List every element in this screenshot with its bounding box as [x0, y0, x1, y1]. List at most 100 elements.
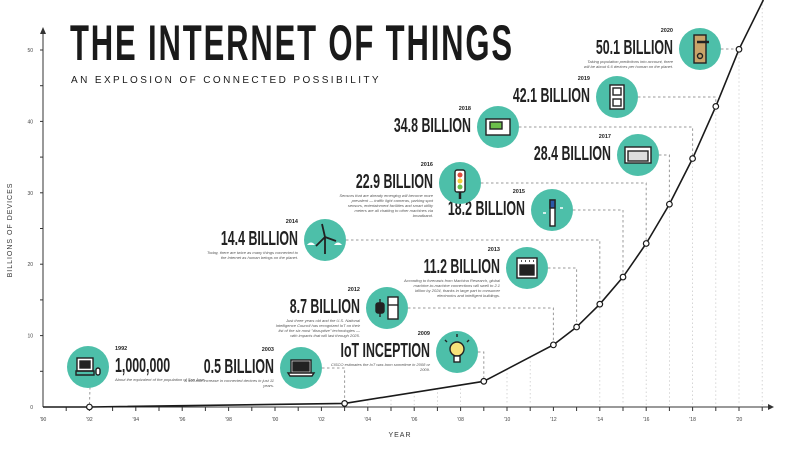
- x-tick-label: '06: [411, 417, 418, 423]
- connector-line: [638, 96, 717, 107]
- lightbulb-icon: [444, 334, 470, 363]
- lightbulb-icon-part: [453, 355, 461, 363]
- annotation-2018: 2018 34.8 BILLION: [394, 106, 519, 148]
- data-line: [42, 0, 765, 408]
- x-tick-label: '98: [225, 417, 232, 423]
- computer-icon-part: [79, 360, 91, 369]
- y-tick-label: 20: [27, 262, 33, 268]
- lightbulb-icon-part: [444, 334, 470, 343]
- annotation-note: According to forecasts from Machina Rese…: [403, 278, 501, 298]
- note-line: machine-to-machine connections will swel…: [414, 283, 500, 288]
- note-line: meters are all chatting to other machine…: [355, 208, 434, 213]
- x-tick-label: '20: [736, 417, 743, 423]
- watch-fridge-icon-part: [387, 296, 399, 320]
- annotation-note: Just three years old and the U.S. Nation…: [276, 318, 361, 338]
- annotation-year: 1992: [115, 346, 127, 352]
- page-subtitle: AN EXPLOSION OF CONNECTED POSSIBILITY: [71, 75, 381, 86]
- y-tick-label: 50: [27, 48, 33, 54]
- y-tick-label: 30: [27, 191, 33, 197]
- note-line: will be about 6.6 devices per human on t…: [584, 64, 673, 69]
- x-axis-arrow: [768, 404, 774, 410]
- computer-icon-part: [75, 370, 95, 376]
- connector-line: [481, 182, 647, 244]
- toothbrush-icon: [543, 199, 563, 227]
- watch-fridge-icon: [375, 296, 399, 320]
- annotation-note: A 499-fold increase in connected devices…: [183, 378, 274, 388]
- note-line: sensors, entertainment facilities and sm…: [348, 203, 434, 208]
- thermostat-icon: [485, 118, 511, 136]
- x-tick-label: '12: [550, 417, 557, 423]
- annotation-note: Today, there are twice as many things co…: [207, 250, 299, 260]
- annotation-year: 2018: [459, 106, 471, 112]
- note-line: years.: [262, 383, 274, 388]
- wind-turbine-icon-part: [307, 242, 342, 245]
- annotation-value: IoT INCEPTION: [341, 339, 430, 362]
- data-point: [712, 103, 720, 110]
- wind-turbine-icon-part: [315, 223, 337, 254]
- annotation-note: Sensors that are already emerging will b…: [339, 193, 434, 218]
- yellow-light: [457, 178, 463, 184]
- note-line: Today, there are twice as many things co…: [207, 250, 299, 255]
- annotation-2017: 2017 28.4 BILLION: [534, 134, 659, 176]
- power-outlet-icon: [609, 84, 625, 110]
- computer-icon: [75, 357, 101, 376]
- red-light: [457, 172, 463, 178]
- y-tick-label: 40: [27, 119, 33, 125]
- x-tick-label: '92: [86, 417, 93, 423]
- thermostat-icon-part: [489, 121, 503, 130]
- annotation-value: 42.1 BILLION: [513, 84, 590, 107]
- x-tick-label: '08: [457, 417, 464, 423]
- power-outlet-icon-part: [612, 98, 622, 107]
- note-line: prevalent — traffic light cameras, parki…: [351, 198, 434, 203]
- x-tick-label: '96: [179, 417, 186, 423]
- x-tick-label: '14: [597, 417, 604, 423]
- toothbrush-icon-part: [549, 199, 556, 209]
- note-line: A 499-fold increase in connected devices…: [183, 378, 274, 383]
- annotation-year: 2014: [286, 219, 299, 225]
- appliance-icon: [624, 146, 652, 164]
- power-outlet-icon-part: [612, 87, 622, 96]
- page-title: THE INTERNET OF THINGS: [70, 15, 514, 71]
- annotation-year: 2019: [578, 76, 590, 82]
- annotation-value: 1,000,000: [115, 354, 170, 377]
- note-line: broadband.: [413, 213, 433, 218]
- annotation-year: 2012: [348, 287, 360, 293]
- appliance-icon-part: [627, 150, 649, 162]
- annotation-value: 22.9 BILLION: [356, 170, 433, 193]
- x-tick-label: '90: [40, 417, 47, 423]
- data-point: [85, 403, 93, 411]
- oven-icon-part: [519, 264, 535, 276]
- annotation-2019: 2019 42.1 BILLION: [513, 76, 638, 118]
- oven-icon: [516, 257, 538, 279]
- x-tick-label: '18: [689, 417, 696, 423]
- data-point: [735, 45, 743, 53]
- annotation-year: 2020: [661, 28, 673, 34]
- connector-line: [346, 239, 601, 305]
- annotation-year: 2003: [262, 347, 274, 353]
- note-line: list of the six most "disruptive" techno…: [278, 328, 361, 333]
- x-tick-label: '02: [318, 417, 325, 423]
- x-axis-label: YEAR: [388, 432, 411, 439]
- annotation-year: 2017: [599, 134, 611, 140]
- laptop-icon-part: [286, 372, 316, 377]
- data-point: [689, 155, 696, 162]
- annotation-note: CISCO estimates the IoT was born sometim…: [331, 362, 431, 372]
- data-point: [619, 273, 627, 281]
- data-point: [596, 300, 604, 308]
- connector-line: [548, 267, 578, 328]
- annotation-year: 2016: [421, 162, 433, 168]
- x-tick-label: '16: [643, 417, 650, 423]
- door-lock-icon: [693, 34, 709, 64]
- y-axis-label: BILLIONS OF DEVICES: [7, 183, 14, 278]
- note-line: Sensors that are already emerging will b…: [339, 193, 433, 198]
- annotation-year: 2015: [513, 189, 525, 195]
- annotation-year: 2013: [488, 247, 500, 253]
- computer-icon-part: [95, 367, 101, 376]
